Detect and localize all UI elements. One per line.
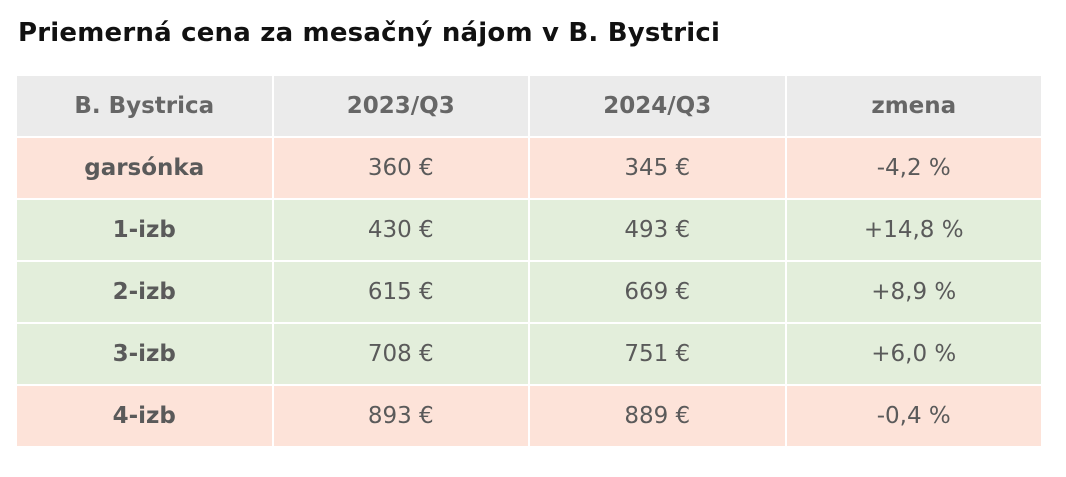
header-cell: 2023/Q3	[273, 76, 528, 136]
cell: 493 €	[530, 200, 785, 260]
cell: +6,0 %	[786, 324, 1041, 384]
row-label: 3-izb	[17, 324, 272, 384]
table-header: B. Bystrica 2023/Q3 2024/Q3 zmena	[17, 76, 1041, 136]
table-row: 2-izb 615 € 669 € +8,9 %	[17, 262, 1041, 322]
row-label: 1-izb	[17, 200, 272, 260]
cell: -0,4 %	[786, 386, 1041, 446]
row-label: garsónka	[17, 138, 272, 198]
table-row: 3-izb 708 € 751 € +6,0 %	[17, 324, 1041, 384]
table-row: 4-izb 893 € 889 € -0,4 %	[17, 386, 1041, 446]
cell: 889 €	[530, 386, 785, 446]
title: Priemerná cena za mesačný nájom v B. Bys…	[18, 18, 721, 48]
row-label: 4-izb	[17, 386, 272, 446]
price-table: B. Bystrica 2023/Q3 2024/Q3 zmena garsón…	[15, 74, 1043, 448]
cell: 345 €	[530, 138, 785, 198]
header-cell: B. Bystrica	[17, 76, 272, 136]
cell: 430 €	[273, 200, 528, 260]
header-row: B. Bystrica 2023/Q3 2024/Q3 zmena	[17, 76, 1041, 136]
cell: 708 €	[273, 324, 528, 384]
header-cell: 2024/Q3	[530, 76, 785, 136]
table-body: garsónka 360 € 345 € -4,2 % 1-izb 430 € …	[17, 138, 1041, 446]
cell: 615 €	[273, 262, 528, 322]
cell: 669 €	[530, 262, 785, 322]
cell: -4,2 %	[786, 138, 1041, 198]
header-cell: zmena	[786, 76, 1041, 136]
row-label: 2-izb	[17, 262, 272, 322]
cell: 751 €	[530, 324, 785, 384]
table-row: garsónka 360 € 345 € -4,2 %	[17, 138, 1041, 198]
cell: 360 €	[273, 138, 528, 198]
cell: +14,8 %	[786, 200, 1041, 260]
table-row: 1-izb 430 € 493 € +14,8 %	[17, 200, 1041, 260]
cell: +8,9 %	[786, 262, 1041, 322]
cell: 893 €	[273, 386, 528, 446]
